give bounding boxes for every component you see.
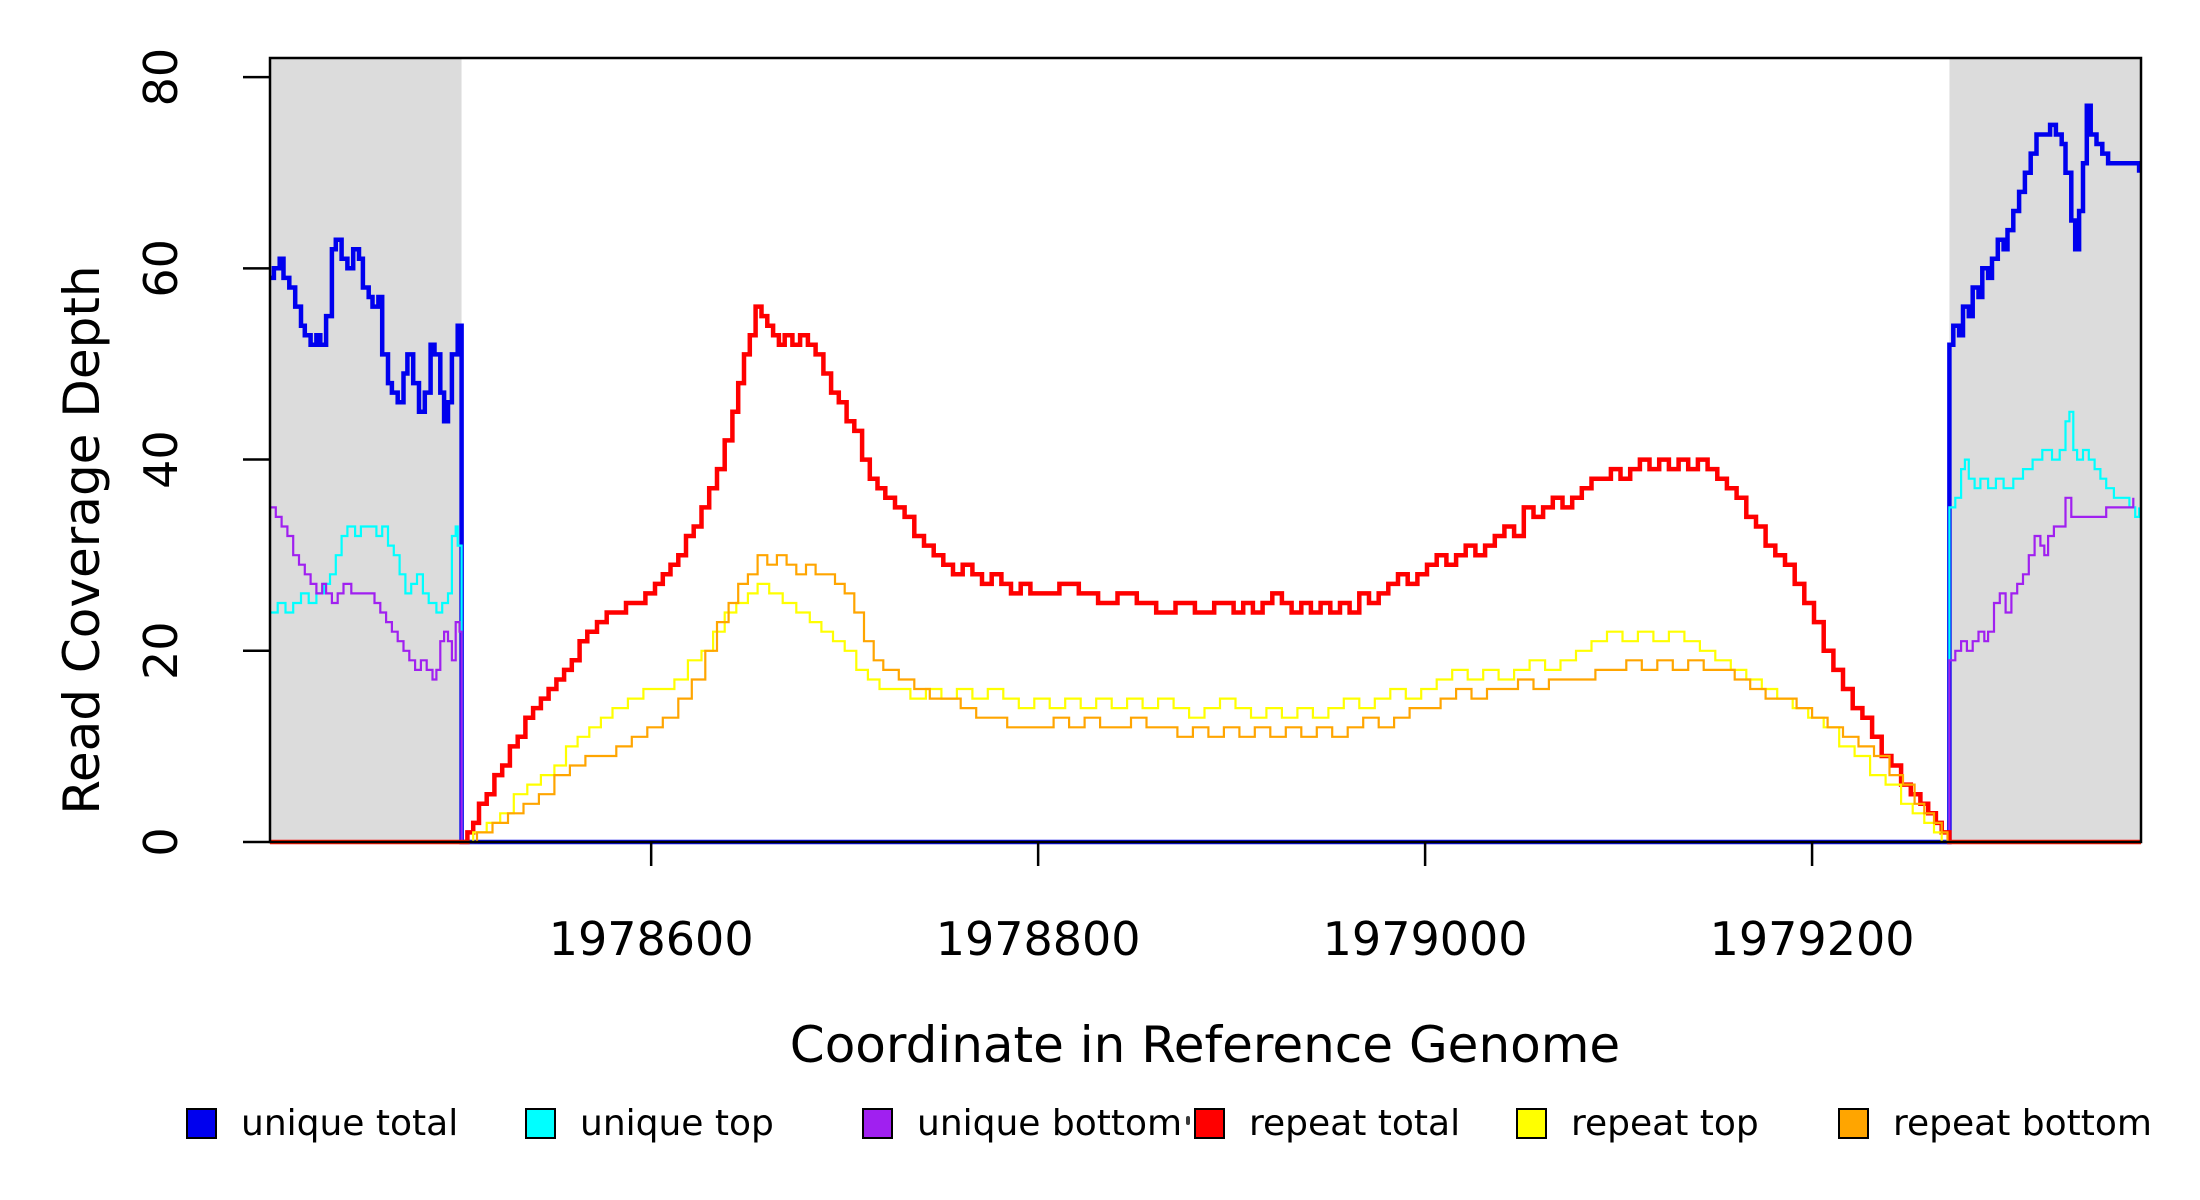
y-axis-title: Read Coverage Depth — [53, 265, 111, 815]
y-tick-label: 0 — [134, 827, 188, 856]
series-line-repeat-bottom — [270, 554, 2141, 844]
legend-label-unique-bottom: unique bottom — [917, 1102, 1183, 1144]
legend-swatch-repeat-total — [1194, 1107, 1225, 1139]
legend-item-unique-bottom: unique bottom — [862, 1102, 1183, 1144]
legend-item-repeat-top: repeat top — [1516, 1102, 1759, 1144]
y-tick-label: 60 — [134, 239, 188, 298]
series-line-repeat-total — [270, 304, 2141, 845]
y-tick-label: 40 — [134, 430, 188, 489]
stray-dot — [1186, 1116, 1190, 1125]
series-line-unique-total — [270, 103, 2142, 845]
legend-item-unique-top: unique top — [525, 1102, 774, 1144]
series-line-unique-top — [270, 410, 2141, 844]
x-tick-label: 1978600 — [549, 912, 754, 966]
legend-label-repeat-top: repeat top — [1571, 1102, 1759, 1144]
legend-swatch-repeat-top — [1516, 1107, 1547, 1139]
series-line-unique-bottom — [270, 496, 2135, 844]
x-tick-label: 1979000 — [1323, 912, 1528, 966]
legend-swatch-unique-total — [186, 1107, 217, 1139]
legend-label-repeat-bottom: repeat bottom — [1893, 1102, 2152, 1144]
left-flank-unique-region — [270, 59, 462, 841]
x-tick-label: 1978800 — [936, 912, 1141, 966]
x-axis-title: Coordinate in Reference Genome — [789, 1016, 1621, 1074]
legend-label-repeat-total: repeat total — [1249, 1102, 1461, 1144]
plot-border — [268, 56, 2143, 844]
legend-item-unique-total: unique total — [186, 1102, 459, 1144]
legend-swatch-unique-bottom — [862, 1107, 893, 1139]
legend-label-unique-top: unique top — [580, 1102, 774, 1144]
legend-item-repeat-total: repeat total — [1194, 1102, 1461, 1144]
y-tick-label: 80 — [134, 48, 188, 107]
series-line-repeat-top — [270, 582, 2141, 844]
x-tick-label: 1979200 — [1710, 912, 1915, 966]
legend-item-repeat-bottom: repeat bottom — [1838, 1102, 2152, 1144]
legend-label-unique-total: unique total — [241, 1102, 459, 1144]
legend-swatch-unique-top — [525, 1107, 556, 1139]
y-tick-label: 20 — [134, 622, 188, 681]
legend-swatch-repeat-bottom — [1838, 1107, 1869, 1139]
